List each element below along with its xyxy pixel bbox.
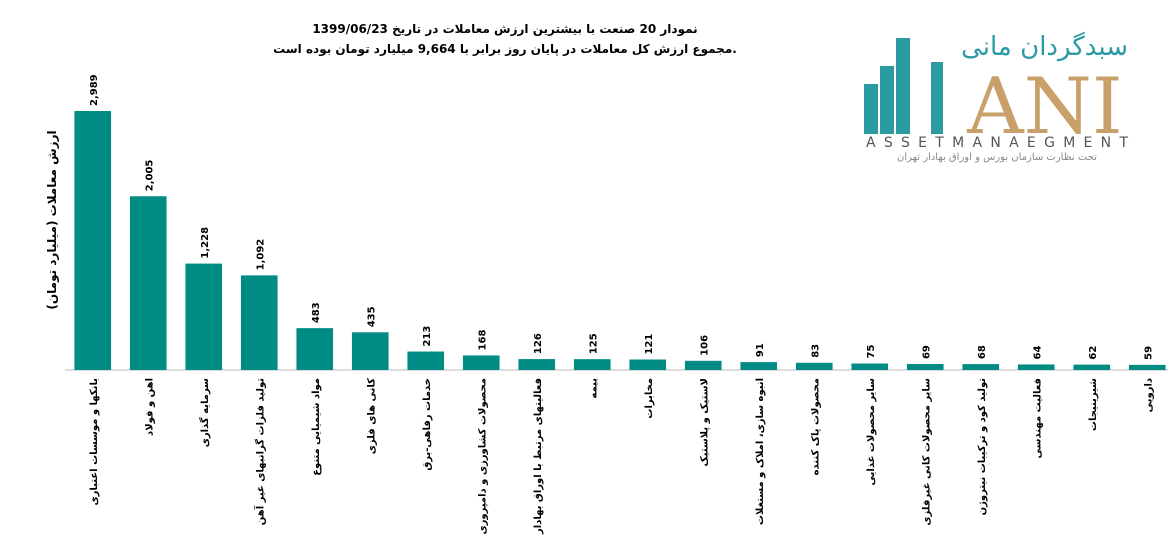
chart-subtitle: مجموع ارزش کل معاملات در پایان روز برابر… [273, 42, 737, 57]
logo-bar [864, 84, 878, 134]
value-label: 64 [1032, 345, 1043, 359]
x-tick-label: فعالیتهای مرتبط با اوراق بهادار [533, 378, 544, 535]
x-tick-label: مواد شیمیایی متنوع [311, 378, 322, 476]
bar [629, 359, 667, 370]
value-label: 59 [1143, 346, 1154, 360]
bar [462, 355, 500, 370]
bar [74, 111, 112, 370]
chart-title: نمودار 20 صنعت با بیشترین ارزش معاملات د… [312, 22, 697, 37]
logo-bar [931, 62, 943, 134]
x-tick-label: محصولات کشاورزی و دامپروری [477, 378, 488, 535]
x-tick-label: تولید کود و ترکیبات نیتروژن [977, 378, 988, 516]
x-tick-label: خدمات رفاهی-برق [422, 378, 433, 471]
bar [185, 263, 223, 370]
logo-name: سبدگردان مانی [961, 31, 1128, 62]
value-label: 2,005 [144, 160, 155, 192]
value-label: 1,228 [200, 227, 211, 259]
x-tick-label: مخابرات [644, 378, 655, 419]
logo: سبدگردان مانی ANI ASSETMANAEGMENT تحت نظ… [864, 31, 1128, 163]
bar [795, 362, 833, 370]
bar [240, 275, 278, 370]
x-tick-label: سایر محصولات غذایی [866, 378, 877, 486]
value-label: 83 [810, 344, 821, 358]
logo-note: تحت نظارت سازمان بورس و اوراق بهادار تهر… [897, 152, 1097, 163]
value-label: 75 [866, 345, 877, 359]
bar [1128, 364, 1166, 370]
logo-mark: ANI [966, 62, 1122, 152]
bar [684, 360, 722, 370]
value-label: 2,989 [89, 74, 100, 106]
value-label: 106 [699, 335, 710, 356]
logo-bar [880, 66, 894, 134]
x-tick-label: سرمایه گذاری [198, 378, 211, 447]
bar [851, 363, 889, 370]
y-axis-label: ارزش معاملات (میلیارد تومان) [45, 130, 60, 309]
x-tick-label: انبوه سازی، املاک و مستغلات [755, 378, 766, 525]
bar [1017, 364, 1055, 370]
x-tick-label: فعالیت مهندسی [1032, 378, 1043, 458]
bar [573, 359, 611, 370]
bar [962, 364, 1000, 370]
bar [296, 328, 334, 370]
x-tick-label: تولید فلزات گرانبهای غیر آهن [253, 378, 266, 525]
logo-bar [896, 38, 910, 134]
value-label: 69 [921, 345, 932, 359]
x-tick-label: بانکها و موسسات اعتباری [89, 378, 100, 505]
value-label: 213 [422, 326, 433, 347]
value-label: 435 [366, 306, 377, 327]
bar [351, 332, 389, 370]
bar [1073, 364, 1111, 370]
value-label: 121 [644, 334, 655, 355]
bar [407, 351, 445, 370]
value-label: 126 [533, 333, 544, 354]
x-tick-label: شیرینیجات [1088, 378, 1099, 431]
value-label: 1,092 [255, 239, 266, 271]
value-label: 483 [311, 302, 322, 323]
bar [129, 196, 167, 370]
value-label: 62 [1088, 346, 1099, 360]
bar [518, 359, 556, 370]
x-tick-label: سایر محصولات کانی غیرفلزی [921, 378, 932, 526]
x-tick-label: محصولات پاک کننده [810, 378, 821, 475]
x-tick-label: اهن و فولاد [144, 378, 155, 436]
value-label: 91 [755, 343, 766, 357]
x-tick-label: لاستیک و پلاستیک [699, 378, 710, 466]
bar [906, 364, 944, 370]
value-label: 68 [977, 345, 988, 359]
x-tick-label: کانی های فلزی [366, 378, 377, 454]
logo-english: ASSETMANAEGMENT [866, 135, 1128, 151]
value-label: 125 [588, 333, 599, 354]
bar [740, 362, 778, 370]
x-tick-label: دارویی [1143, 378, 1154, 412]
value-label: 168 [477, 330, 488, 351]
x-tick-label: بیمه [588, 378, 599, 399]
